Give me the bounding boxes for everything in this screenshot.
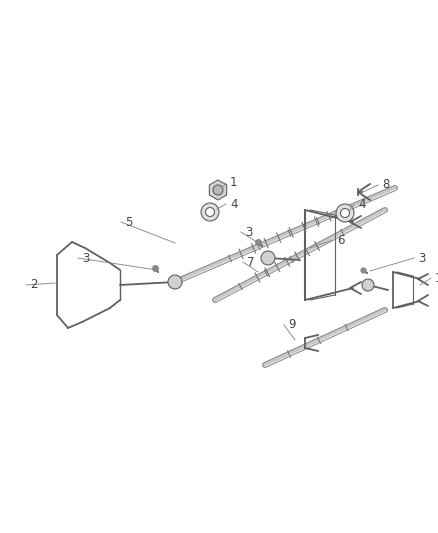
Text: 3: 3 xyxy=(245,225,252,238)
Text: 7: 7 xyxy=(247,255,254,269)
Text: 4: 4 xyxy=(230,198,237,211)
Circle shape xyxy=(261,251,275,265)
Text: 2: 2 xyxy=(30,279,38,292)
Circle shape xyxy=(205,207,215,216)
Polygon shape xyxy=(209,180,226,200)
Circle shape xyxy=(336,204,354,222)
Text: 9: 9 xyxy=(288,319,296,332)
Circle shape xyxy=(340,208,350,217)
Circle shape xyxy=(201,203,219,221)
Text: 1: 1 xyxy=(230,176,237,190)
Circle shape xyxy=(213,185,223,195)
Circle shape xyxy=(362,279,374,291)
Text: 3: 3 xyxy=(82,252,89,264)
Text: 6: 6 xyxy=(337,233,345,246)
Text: 4: 4 xyxy=(358,198,365,212)
Text: 10: 10 xyxy=(435,271,438,285)
Text: 8: 8 xyxy=(382,179,389,191)
Text: 3: 3 xyxy=(418,252,425,264)
Text: 5: 5 xyxy=(125,215,132,229)
Circle shape xyxy=(168,275,182,289)
